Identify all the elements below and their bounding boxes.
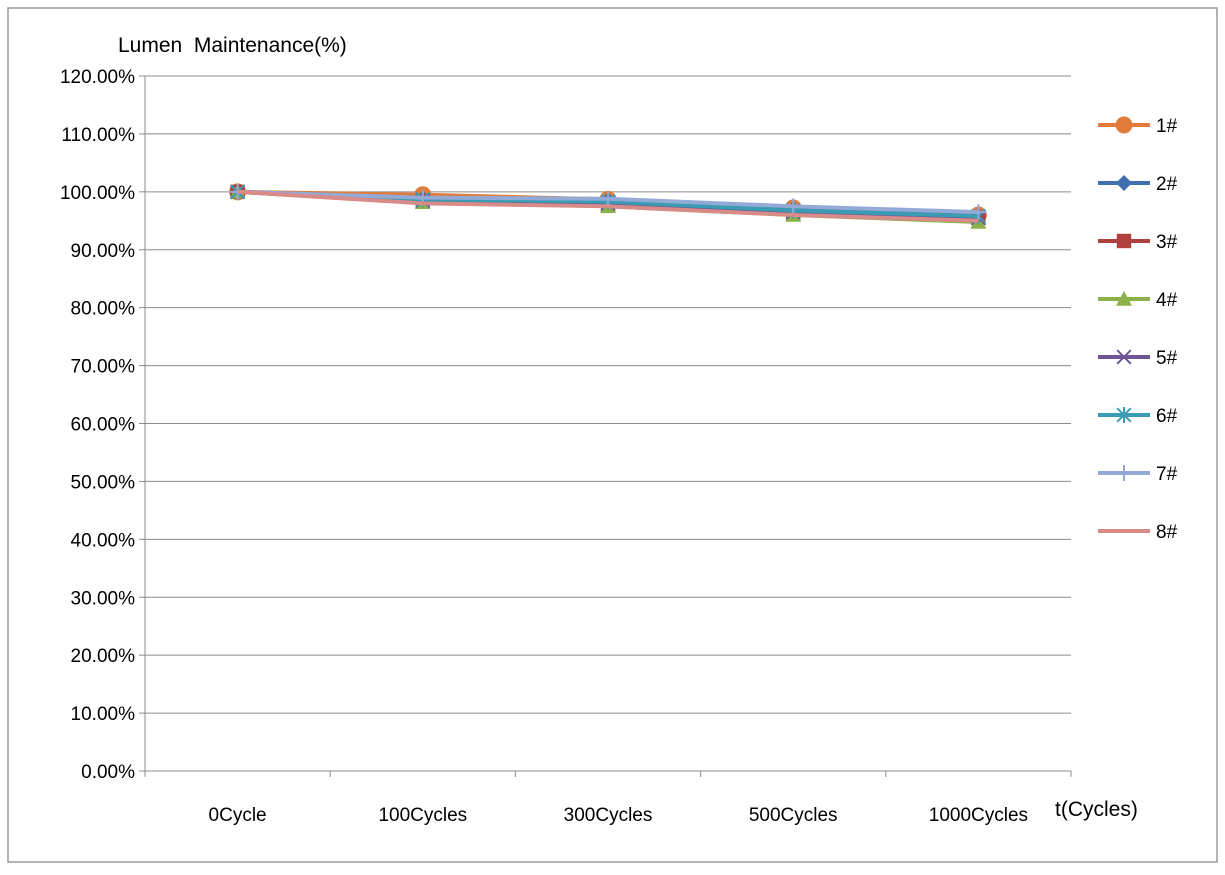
legend: 1# 2# 3# 4# 5# 6# 7# 8# [1098, 116, 1178, 543]
legend-item: 4# [1098, 290, 1178, 311]
legend-item: 7# [1098, 464, 1178, 485]
y-axis-label: Lumen Maintenance(%) [118, 34, 347, 57]
legend-label: 1# [1156, 116, 1178, 137]
legend-label: 7# [1156, 464, 1178, 485]
data-point [1116, 175, 1132, 191]
series-lines [229, 183, 987, 229]
y-tick-label: 110.00% [61, 125, 135, 146]
x-tick-label: 300Cycles [564, 805, 653, 826]
chart-border [7, 7, 1218, 863]
x-tick-label: 0Cycle [209, 805, 267, 826]
y-tick-label: 20.00% [71, 646, 136, 667]
y-tick-label: 30.00% [71, 588, 136, 609]
legend-label: 6# [1156, 406, 1178, 427]
legend-item: 5# [1098, 348, 1178, 369]
y-tick-label: 80.00% [71, 299, 136, 320]
legend-label: 5# [1156, 348, 1178, 369]
y-tick-label: 120.00% [60, 67, 135, 88]
y-tick-labels: 0.00% 10.00% 20.00% 30.00% 40.00% 50.00% 60.00… [60, 67, 135, 783]
legend-label: 4# [1156, 290, 1178, 311]
x-axis-label: t(Cycles) [1055, 798, 1138, 821]
y-tick-label: 90.00% [71, 241, 136, 262]
y-tick-label: 50.00% [71, 472, 136, 493]
legend-item: 3# [1098, 232, 1178, 253]
x-tick-label: 500Cycles [749, 805, 838, 826]
data-point [1116, 349, 1132, 365]
legend-label: 8# [1156, 522, 1178, 543]
data-point [1116, 465, 1132, 481]
legend-item: 6# [1098, 406, 1178, 427]
y-tick-label: 0.00% [81, 762, 135, 783]
legend-label: 3# [1156, 232, 1178, 253]
legend-item: 1# [1098, 116, 1178, 137]
x-tick-labels: 0Cycle 100Cycles 300Cycles 500Cycles 1000Cyc… [209, 805, 1028, 826]
data-point [785, 198, 802, 215]
data-point [1115, 116, 1133, 134]
legend-item: 2# [1098, 174, 1178, 195]
y-tick-label: 70.00% [71, 357, 136, 378]
data-point [1116, 233, 1132, 249]
x-tick-label: 1000Cycles [929, 805, 1028, 826]
data-point [1116, 407, 1132, 423]
y-tick-label: 40.00% [71, 530, 136, 551]
axes [139, 75, 1072, 777]
y-tick-label: 100.00% [60, 183, 135, 204]
legend-item: 8# [1098, 522, 1178, 543]
data-point [970, 204, 987, 221]
y-tick-label: 10.00% [71, 704, 136, 725]
y-tick-label: 60.00% [71, 415, 136, 436]
gridlines [145, 75, 1071, 714]
x-tick-label: 100Cycles [378, 805, 467, 826]
data-point [600, 190, 616, 207]
legend-label: 2# [1156, 174, 1178, 195]
data-point [1116, 291, 1132, 306]
series-line [237, 189, 979, 223]
series-8 [237, 189, 979, 223]
